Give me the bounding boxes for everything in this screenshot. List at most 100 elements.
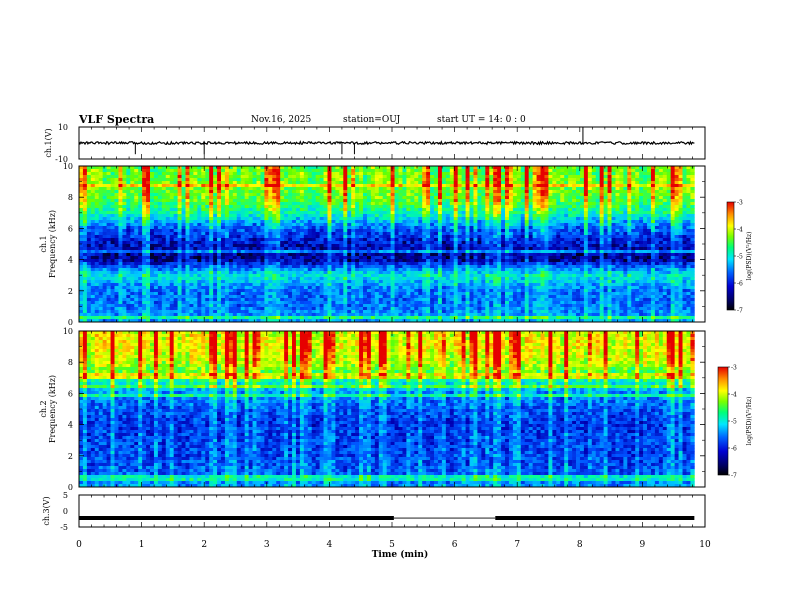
spectrogram-cell xyxy=(288,217,293,221)
spectrogram-cell xyxy=(426,223,431,227)
spectrogram-cell xyxy=(138,226,143,230)
spectrogram-cell xyxy=(445,187,451,191)
spectrogram-cell xyxy=(209,256,214,260)
spectrogram-cell xyxy=(489,169,494,173)
spectrogram-cell xyxy=(382,235,388,239)
spectrogram-cell xyxy=(363,253,368,257)
spectrogram-cell xyxy=(501,241,506,245)
spectrogram-cell xyxy=(201,235,206,239)
spectrogram-cell xyxy=(142,226,147,230)
spectrogram-cell xyxy=(343,190,348,194)
spectrogram-cell xyxy=(165,178,171,182)
spectrogram-cell xyxy=(544,187,549,191)
spectrogram-cell xyxy=(434,208,439,212)
spectrogram-cell xyxy=(138,190,143,194)
spectrogram-cell xyxy=(654,214,660,218)
spectrogram-cell xyxy=(552,229,557,233)
spectrogram-cell xyxy=(576,199,581,203)
spectrogram-cell xyxy=(631,184,636,188)
spectrogram-cell xyxy=(288,178,293,182)
spectrogram-cell xyxy=(477,199,482,203)
spectrogram-cell xyxy=(461,184,466,188)
spectrogram-cell xyxy=(635,217,640,221)
spectrogram-cell xyxy=(398,226,403,230)
spectrogram-cell xyxy=(607,199,612,203)
spectrogram-cell xyxy=(587,202,593,206)
spectrogram-cell xyxy=(205,256,210,260)
spectrogram-cell xyxy=(647,205,652,209)
spectrogram-cell xyxy=(299,241,305,245)
spectrogram-cell xyxy=(343,223,348,227)
spectrogram-cell xyxy=(501,190,506,194)
spectrogram-cell xyxy=(445,226,451,230)
spectrogram-cell xyxy=(264,214,269,218)
spectrogram-cell xyxy=(209,190,214,194)
spectrogram-cell xyxy=(658,169,664,173)
spectrogram-cell xyxy=(528,199,533,203)
spectrogram-cell xyxy=(185,223,190,227)
spectrogram-cell xyxy=(94,166,100,170)
spectrogram-cell xyxy=(359,175,364,179)
spectrogram-cell xyxy=(118,235,123,239)
spectrogram-cell xyxy=(161,181,167,185)
spectrogram-cell xyxy=(603,241,608,245)
spectrogram-cell xyxy=(315,223,320,227)
spectrogram-cell xyxy=(595,205,601,209)
spectrogram-cell xyxy=(631,244,636,248)
spectrogram-cell xyxy=(650,232,656,236)
spectrogram-cell xyxy=(347,184,352,188)
spectrogram-cell xyxy=(378,214,384,218)
spectrogram-cell xyxy=(587,193,593,197)
spectrogram-cell xyxy=(662,178,668,182)
spectrogram-cell xyxy=(359,241,364,245)
spectrogram-cell xyxy=(576,202,581,206)
spectrogram-cell xyxy=(658,211,664,215)
spectrogram-cell xyxy=(303,217,309,221)
spectrogram-cell xyxy=(658,229,664,233)
spectrogram-cell xyxy=(643,208,648,212)
spectrogram-cell xyxy=(654,169,660,173)
spectrogram-cell xyxy=(90,181,96,185)
spectrogram-cell xyxy=(177,166,182,170)
spectrogram-cell xyxy=(205,199,210,203)
spectrogram-cell xyxy=(173,247,178,251)
spectrogram-cell xyxy=(406,172,411,176)
spectrogram-cell xyxy=(224,217,230,221)
spectrogram-cell xyxy=(430,184,435,188)
spectrogram-cell xyxy=(339,211,344,215)
spectrogram-cell xyxy=(244,244,249,248)
spectrogram-cell xyxy=(579,256,585,260)
spectrogram-cell xyxy=(276,184,281,188)
spectrogram-cell xyxy=(670,181,675,185)
spectrogram-cell xyxy=(299,196,305,200)
spectrogram-cell xyxy=(465,208,470,212)
spectrogram-cell xyxy=(449,214,455,218)
spectrogram-cell xyxy=(142,196,147,200)
spectrogram-cell xyxy=(221,169,226,173)
spectrogram-cell xyxy=(146,175,151,179)
spectrogram-cell xyxy=(615,211,620,215)
spectrogram-cell xyxy=(295,169,301,173)
spectrogram-cell xyxy=(150,178,155,182)
spectrogram-cell xyxy=(497,259,502,263)
spectrogram-cell xyxy=(662,232,668,236)
spectrogram-cell xyxy=(481,208,486,212)
spectrogram-cell xyxy=(122,178,127,182)
spectrogram-cell xyxy=(477,208,482,212)
spectrogram-cell xyxy=(224,205,230,209)
spectrogram-cell xyxy=(497,250,502,254)
spectrogram-cell xyxy=(299,205,305,209)
spectrogram-cell xyxy=(82,232,88,236)
spectrogram-cell xyxy=(635,229,640,233)
spectrogram-cell xyxy=(355,184,360,188)
spectrogram-cell xyxy=(292,214,297,218)
spectrogram-cell xyxy=(189,169,194,173)
spectrogram-cell xyxy=(185,220,190,224)
spectrogram-cell xyxy=(240,244,246,248)
spectrogram-cell xyxy=(221,250,226,254)
spectrogram-cell xyxy=(173,181,178,185)
spectrogram-cell xyxy=(173,235,178,239)
spectrogram-cell xyxy=(248,187,253,191)
spectrogram-cell xyxy=(414,184,419,188)
spectrogram-cell xyxy=(382,250,388,254)
